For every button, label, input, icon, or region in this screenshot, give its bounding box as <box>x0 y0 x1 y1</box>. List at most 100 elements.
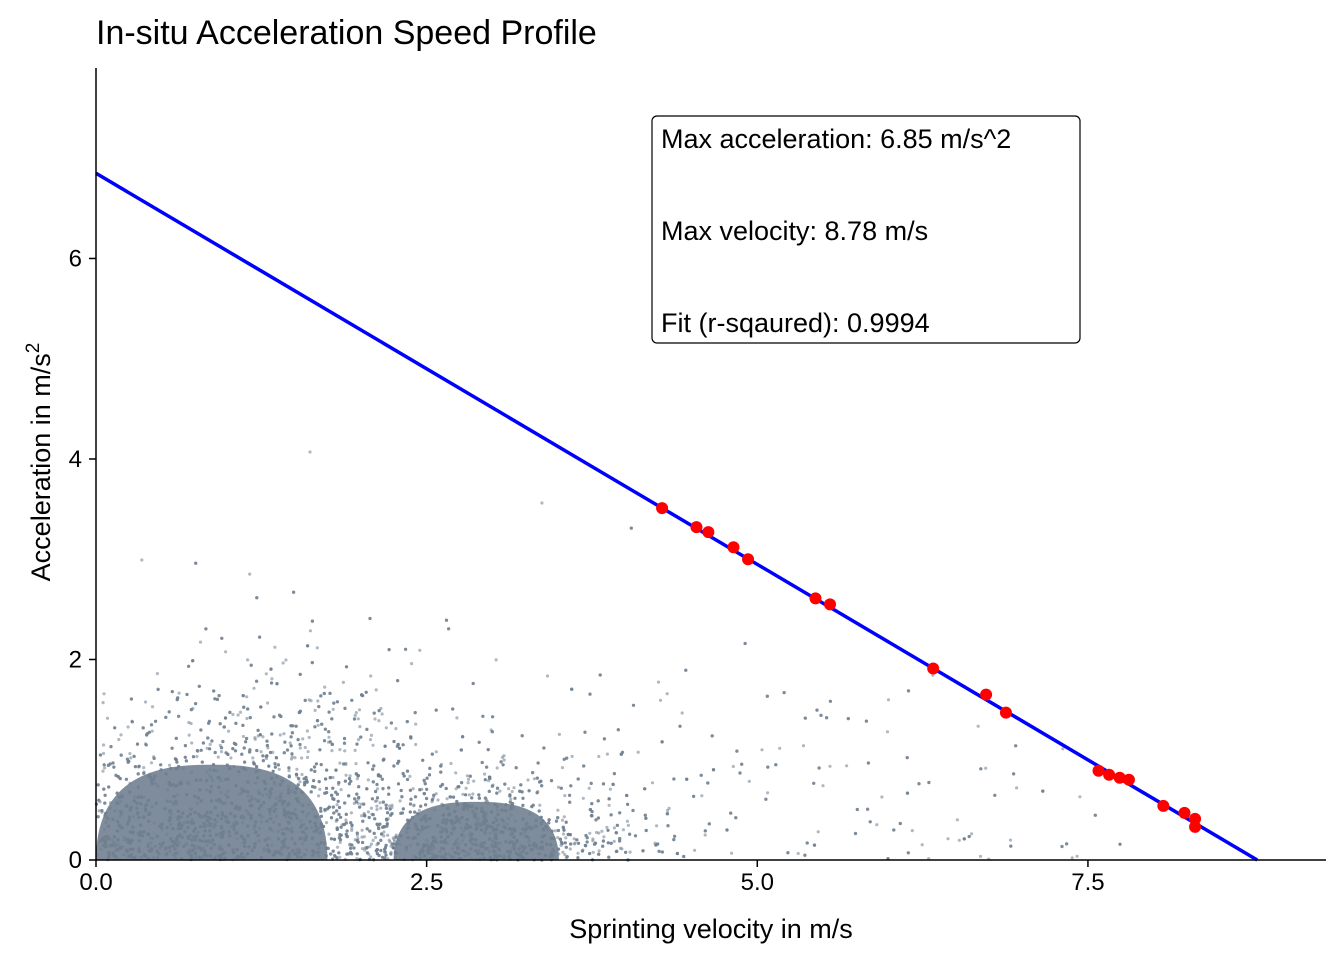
raw-point <box>462 835 466 839</box>
raw-point <box>268 750 273 755</box>
raw-point <box>703 833 707 837</box>
raw-point <box>514 819 518 823</box>
raw-point <box>242 789 246 793</box>
raw-point <box>590 802 594 806</box>
raw-point <box>246 834 250 838</box>
raw-point <box>350 698 354 702</box>
raw-point <box>624 850 628 854</box>
raw-point <box>474 843 478 847</box>
raw-point <box>294 813 298 817</box>
raw-point <box>297 848 301 852</box>
raw-point <box>212 689 216 693</box>
raw-point <box>209 810 213 814</box>
raw-point <box>234 742 238 747</box>
raw-point <box>472 779 476 783</box>
raw-point <box>474 849 478 853</box>
raw-point <box>309 825 313 829</box>
raw-point <box>296 783 300 787</box>
raw-point <box>469 847 473 851</box>
chart-title: In-situ Acceleration Speed Profile <box>96 14 597 52</box>
raw-point <box>166 788 170 792</box>
raw-point <box>348 774 352 778</box>
raw-point <box>455 817 459 821</box>
raw-point <box>456 846 461 850</box>
raw-point <box>396 838 400 842</box>
raw-point <box>725 828 729 832</box>
raw-point <box>289 744 293 748</box>
raw-point <box>353 713 357 718</box>
raw-point <box>248 799 252 803</box>
raw-point <box>273 762 277 766</box>
raw-point <box>267 764 271 768</box>
raw-point <box>106 816 110 821</box>
raw-point <box>425 843 429 847</box>
raw-point <box>155 672 159 676</box>
raw-point <box>301 842 305 846</box>
raw-point <box>150 804 154 809</box>
raw-point <box>544 825 548 829</box>
raw-point <box>886 698 891 702</box>
raw-point <box>477 848 481 852</box>
raw-point <box>253 737 257 741</box>
raw-point <box>389 852 393 856</box>
raw-point <box>453 809 457 814</box>
raw-point <box>611 782 615 787</box>
raw-point <box>415 827 420 832</box>
raw-point <box>347 777 352 781</box>
raw-point <box>388 804 392 808</box>
raw-point <box>885 730 890 734</box>
raw-point <box>509 832 513 837</box>
raw-point <box>249 663 253 667</box>
raw-point <box>287 811 291 815</box>
raw-point <box>482 841 486 845</box>
raw-point <box>665 812 670 816</box>
raw-point <box>502 856 506 860</box>
raw-point <box>142 771 146 775</box>
raw-point <box>515 839 519 844</box>
raw-point <box>186 826 190 830</box>
raw-point <box>301 830 305 834</box>
raw-point <box>369 733 374 738</box>
raw-point <box>559 786 563 790</box>
raw-point <box>255 748 259 753</box>
raw-point <box>557 852 561 856</box>
raw-point <box>707 822 711 826</box>
raw-point <box>365 845 369 850</box>
raw-point <box>600 829 604 833</box>
raw-point <box>319 809 323 813</box>
raw-point <box>218 799 222 804</box>
raw-point <box>461 735 465 739</box>
raw-point <box>205 788 209 792</box>
raw-point <box>328 691 332 696</box>
raw-point <box>532 841 536 846</box>
raw-point <box>381 800 385 804</box>
raw-point <box>219 791 223 795</box>
raw-point <box>171 803 175 807</box>
raw-point <box>418 856 422 860</box>
raw-point <box>547 818 551 822</box>
raw-point <box>309 768 313 772</box>
raw-point <box>385 822 389 826</box>
raw-point <box>316 854 321 858</box>
raw-point <box>174 784 178 788</box>
raw-point <box>447 627 451 631</box>
raw-point <box>563 841 567 845</box>
raw-point <box>400 795 404 799</box>
raw-point <box>390 803 394 807</box>
raw-point <box>361 819 365 823</box>
raw-point <box>210 779 215 783</box>
raw-point <box>100 837 104 841</box>
raw-point <box>191 821 195 825</box>
raw-point <box>281 802 285 806</box>
raw-point <box>549 851 554 856</box>
raw-point <box>355 831 359 835</box>
raw-point <box>119 753 123 757</box>
raw-point <box>398 799 402 803</box>
raw-point <box>269 807 273 811</box>
raw-point <box>201 854 205 859</box>
raw-point <box>418 788 422 792</box>
raw-point <box>293 852 297 856</box>
raw-point <box>898 821 902 826</box>
raw-point <box>252 827 256 831</box>
raw-point <box>295 786 299 791</box>
